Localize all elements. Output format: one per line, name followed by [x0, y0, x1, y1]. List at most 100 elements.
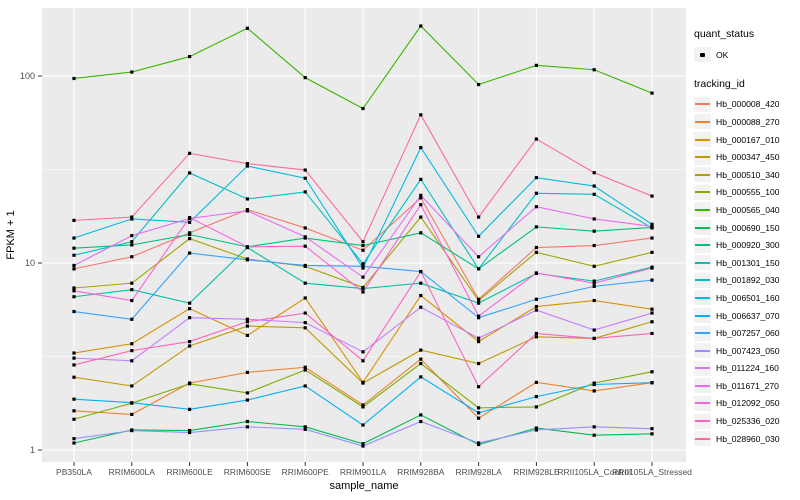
legend-item-Hb_000565_040: Hb_000565_040: [694, 201, 800, 219]
data-point: [188, 316, 192, 320]
data-point: [188, 339, 192, 344]
data-point: [245, 370, 249, 374]
data-point: [188, 151, 192, 155]
line-swatch-icon: [694, 132, 711, 148]
data-point: [592, 192, 596, 196]
data-point: [477, 416, 481, 420]
data-point: [130, 317, 134, 321]
data-point: [188, 382, 192, 386]
data-point: [130, 281, 134, 285]
data-point: [650, 278, 654, 282]
data-point: [650, 250, 654, 254]
line-swatch-icon: [694, 202, 711, 218]
line-swatch-icon: [694, 325, 711, 341]
data-point: [592, 264, 596, 268]
data-point: [477, 234, 481, 238]
data-point: [130, 359, 134, 363]
data-point: [303, 368, 307, 372]
data-point: [72, 375, 76, 379]
data-point: [592, 217, 596, 221]
data-point: [72, 441, 76, 445]
data-point: [130, 243, 134, 247]
data-point: [477, 267, 481, 271]
x-tick-label: RRIM600SE: [224, 467, 272, 477]
legend-label: Hb_000555_100: [716, 187, 780, 198]
data-point: [534, 63, 538, 67]
data-point: [303, 427, 307, 431]
data-point: [188, 344, 192, 348]
data-point: [477, 336, 481, 340]
data-point: [477, 314, 481, 318]
line-swatch-icon: [694, 237, 711, 253]
data-point: [130, 240, 134, 244]
data-point: [534, 304, 538, 309]
line-swatch-icon: [694, 343, 711, 359]
data-point: [592, 281, 596, 285]
data-point: [245, 391, 249, 395]
data-point: [419, 348, 423, 352]
line-swatch-icon: [694, 360, 711, 376]
data-point: [188, 237, 192, 241]
data-point: [361, 240, 365, 244]
data-point: [130, 255, 134, 259]
legend-label: Hb_025336_020: [716, 416, 780, 427]
data-point: [72, 76, 76, 81]
data-point: [419, 375, 423, 379]
data-point: [419, 146, 423, 150]
legend-item-Hb_006501_160: Hb_006501_160: [694, 289, 800, 307]
legend-label: Hb_011224_160: [716, 363, 779, 374]
data-point: [534, 205, 538, 209]
data-point: [72, 417, 76, 421]
data-point: [130, 234, 134, 238]
line-swatch-icon: [694, 149, 711, 165]
data-point: [130, 217, 134, 221]
data-point: [477, 385, 481, 389]
data-point: [245, 26, 249, 30]
y-tick-label: 100: [20, 71, 35, 81]
data-point: [72, 246, 76, 250]
data-point: [477, 215, 481, 219]
data-point: [419, 177, 423, 181]
line-swatch-icon: [694, 431, 711, 447]
data-point: [188, 430, 192, 435]
data-point: [419, 203, 423, 207]
legend-label-ok: OK: [716, 49, 729, 60]
line-swatch-icon: [694, 114, 711, 130]
legend-label: Hb_000510_340: [716, 169, 780, 180]
data-point: [245, 320, 249, 324]
data-point: [419, 269, 423, 274]
data-point: [130, 412, 134, 417]
data-point: [534, 271, 538, 275]
data-point: [592, 425, 596, 429]
data-point: [650, 311, 654, 315]
data-point: [534, 331, 538, 336]
data-point: [361, 266, 365, 270]
x-tick-label: RRIM928BA: [397, 467, 445, 477]
data-point: [188, 232, 192, 237]
data-point: [72, 218, 76, 222]
data-point: [130, 428, 134, 433]
data-point: [303, 321, 307, 325]
legend-label: Hb_001892_030: [716, 275, 780, 286]
data-point: [592, 68, 596, 72]
data-point: [303, 168, 307, 172]
x-tick-label: RRIM928LE: [513, 467, 560, 477]
data-point: [534, 426, 538, 430]
data-point: [303, 425, 307, 429]
data-point: [361, 423, 365, 427]
data-point: [534, 191, 538, 195]
data-point: [650, 194, 654, 198]
data-point: [592, 229, 596, 233]
data-point: [188, 428, 192, 433]
data-point: [534, 245, 538, 250]
data-point: [361, 286, 365, 291]
data-point: [361, 290, 365, 294]
data-point: [361, 243, 365, 248]
data-point: [188, 171, 192, 175]
line-swatch-icon: [694, 395, 711, 411]
legend-title-quant-status: quant_status: [694, 28, 755, 40]
data-point: [303, 326, 307, 330]
legend-label: Hb_007423_050: [716, 345, 780, 356]
legend-item-Hb_006637_070: Hb_006637_070: [694, 307, 800, 325]
